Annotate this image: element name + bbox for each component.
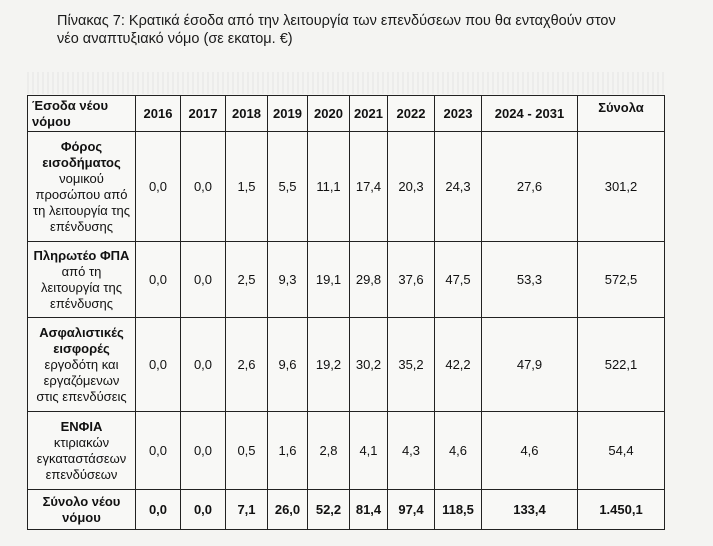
value-cell: 0,0 <box>135 317 181 412</box>
header-label-line-2: νόμου <box>32 113 71 129</box>
value-cell: 42,2 <box>434 317 482 412</box>
row-label-rest: από τη λειτουργία της επένδυσης <box>40 263 122 311</box>
value-cell: 0,0 <box>135 241 181 318</box>
value-cell: 4,3 <box>387 411 435 490</box>
value-cell: 19,1 <box>307 241 350 318</box>
value-cell: 30,2 <box>349 317 388 412</box>
total-row: Σύνολο νέου νόμου 0,0 0,0 7,1 26,0 52,2 … <box>27 489 665 530</box>
value-cell: 0,0 <box>180 317 226 412</box>
total-cell: 7,1 <box>225 489 268 530</box>
total-label: Σύνολο νέου νόμου <box>27 489 136 530</box>
table-row: Πληρωτέο ΦΠΑ από τη λειτουργία της επένδ… <box>27 241 665 318</box>
caption-line-1: Πίνακας 7: Κρατικά έσοδα από την λειτουρ… <box>57 13 616 29</box>
row-label-rest: κτιριακών εγκαταστάσεων επενδύσεων <box>36 434 127 482</box>
row-label: ΕΝΦΙΑ κτιριακών εγκαταστάσεων επενδύσεων <box>27 411 136 490</box>
value-cell: 1,6 <box>267 411 308 490</box>
header-label-line-1: Έσοδα νέου <box>32 97 109 113</box>
value-cell: 0,0 <box>180 131 226 242</box>
scan-noise <box>27 72 664 94</box>
value-cell: 2,8 <box>307 411 350 490</box>
header-row: Έσοδα νέου νόμου 2016 2017 2018 2019 202… <box>27 95 665 132</box>
value-cell: 5,5 <box>267 131 308 242</box>
table-caption: Πίνακας 7: Κρατικά έσοδα από την λειτουρ… <box>57 12 657 48</box>
sum-cell: 522,1 <box>577 317 665 412</box>
header-year: 2023 <box>434 95 482 132</box>
sum-cell: 54,4 <box>577 411 665 490</box>
value-cell: 17,4 <box>349 131 388 242</box>
row-label-rest: εργοδότη και εργαζόμενων στις επενδύσεις <box>36 356 127 404</box>
row-label-bold: Πληρωτέο ΦΠΑ <box>33 247 130 263</box>
value-cell: 24,3 <box>434 131 482 242</box>
value-cell: 9,6 <box>267 317 308 412</box>
total-cell: 118,5 <box>434 489 482 530</box>
total-cell: 52,2 <box>307 489 350 530</box>
header-first-cell: Έσοδα νέου νόμου <box>27 95 136 132</box>
sum-cell: 301,2 <box>577 131 665 242</box>
value-cell: 47,9 <box>481 317 578 412</box>
row-label-bold: ΕΝΦΙΑ <box>60 418 103 434</box>
value-cell: 4,6 <box>481 411 578 490</box>
value-cell: 47,5 <box>434 241 482 318</box>
value-cell: 19,2 <box>307 317 350 412</box>
value-cell: 20,3 <box>387 131 435 242</box>
value-cell: 2,6 <box>225 317 268 412</box>
header-year: 2016 <box>135 95 181 132</box>
caption-line-2: νέο αναπτυξιακό νόμο (σε εκατομ. €) <box>57 31 293 47</box>
row-label-bold: Ασφαλιστικές εισφορές <box>39 324 124 356</box>
value-cell: 0,0 <box>180 411 226 490</box>
value-cell: 29,8 <box>349 241 388 318</box>
total-cell: 0,0 <box>135 489 181 530</box>
header-year: 2017 <box>180 95 226 132</box>
row-label-rest: νομικού προσώπου από τη λειτουργία της ε… <box>33 170 130 234</box>
total-cell: 0,0 <box>180 489 226 530</box>
value-cell: 1,5 <box>225 131 268 242</box>
total-cell: 97,4 <box>387 489 435 530</box>
header-year: 2020 <box>307 95 350 132</box>
value-cell: 0,0 <box>135 131 181 242</box>
value-cell: 4,6 <box>434 411 482 490</box>
total-cell: 133,4 <box>481 489 578 530</box>
revenue-table-container: Έσοδα νέου νόμου 2016 2017 2018 2019 202… <box>27 95 665 530</box>
header-year: 2022 <box>387 95 435 132</box>
value-cell: 0,5 <box>225 411 268 490</box>
value-cell: 27,6 <box>481 131 578 242</box>
value-cell: 37,6 <box>387 241 435 318</box>
sum-cell: 572,5 <box>577 241 665 318</box>
table-row: Φόρος εισοδήματος νομικού προσώπου από τ… <box>27 131 665 242</box>
value-cell: 53,3 <box>481 241 578 318</box>
value-cell: 9,3 <box>267 241 308 318</box>
header-year: 2021 <box>349 95 388 132</box>
table-row: Ασφαλιστικές εισφορές εργοδότη και εργαζ… <box>27 317 665 412</box>
value-cell: 0,0 <box>180 241 226 318</box>
value-cell: 2,5 <box>225 241 268 318</box>
row-label: Ασφαλιστικές εισφορές εργοδότη και εργαζ… <box>27 317 136 412</box>
row-label: Πληρωτέο ΦΠΑ από τη λειτουργία της επένδ… <box>27 241 136 318</box>
header-year: 2024 - 2031 <box>481 95 578 132</box>
header-year: 2018 <box>225 95 268 132</box>
row-label-bold: Φόρος εισοδήματος <box>42 138 121 170</box>
value-cell: 11,1 <box>307 131 350 242</box>
value-cell: 4,1 <box>349 411 388 490</box>
total-cell: 81,4 <box>349 489 388 530</box>
revenue-table: Έσοδα νέου νόμου 2016 2017 2018 2019 202… <box>27 95 665 530</box>
header-year: 2019 <box>267 95 308 132</box>
value-cell: 0,0 <box>135 411 181 490</box>
header-sum: Σύνολα <box>577 95 665 132</box>
total-cell: 26,0 <box>267 489 308 530</box>
total-sum-cell: 1.450,1 <box>577 489 665 530</box>
value-cell: 35,2 <box>387 317 435 412</box>
row-label: Φόρος εισοδήματος νομικού προσώπου από τ… <box>27 131 136 242</box>
table-row: ΕΝΦΙΑ κτιριακών εγκαταστάσεων επενδύσεων… <box>27 411 665 490</box>
